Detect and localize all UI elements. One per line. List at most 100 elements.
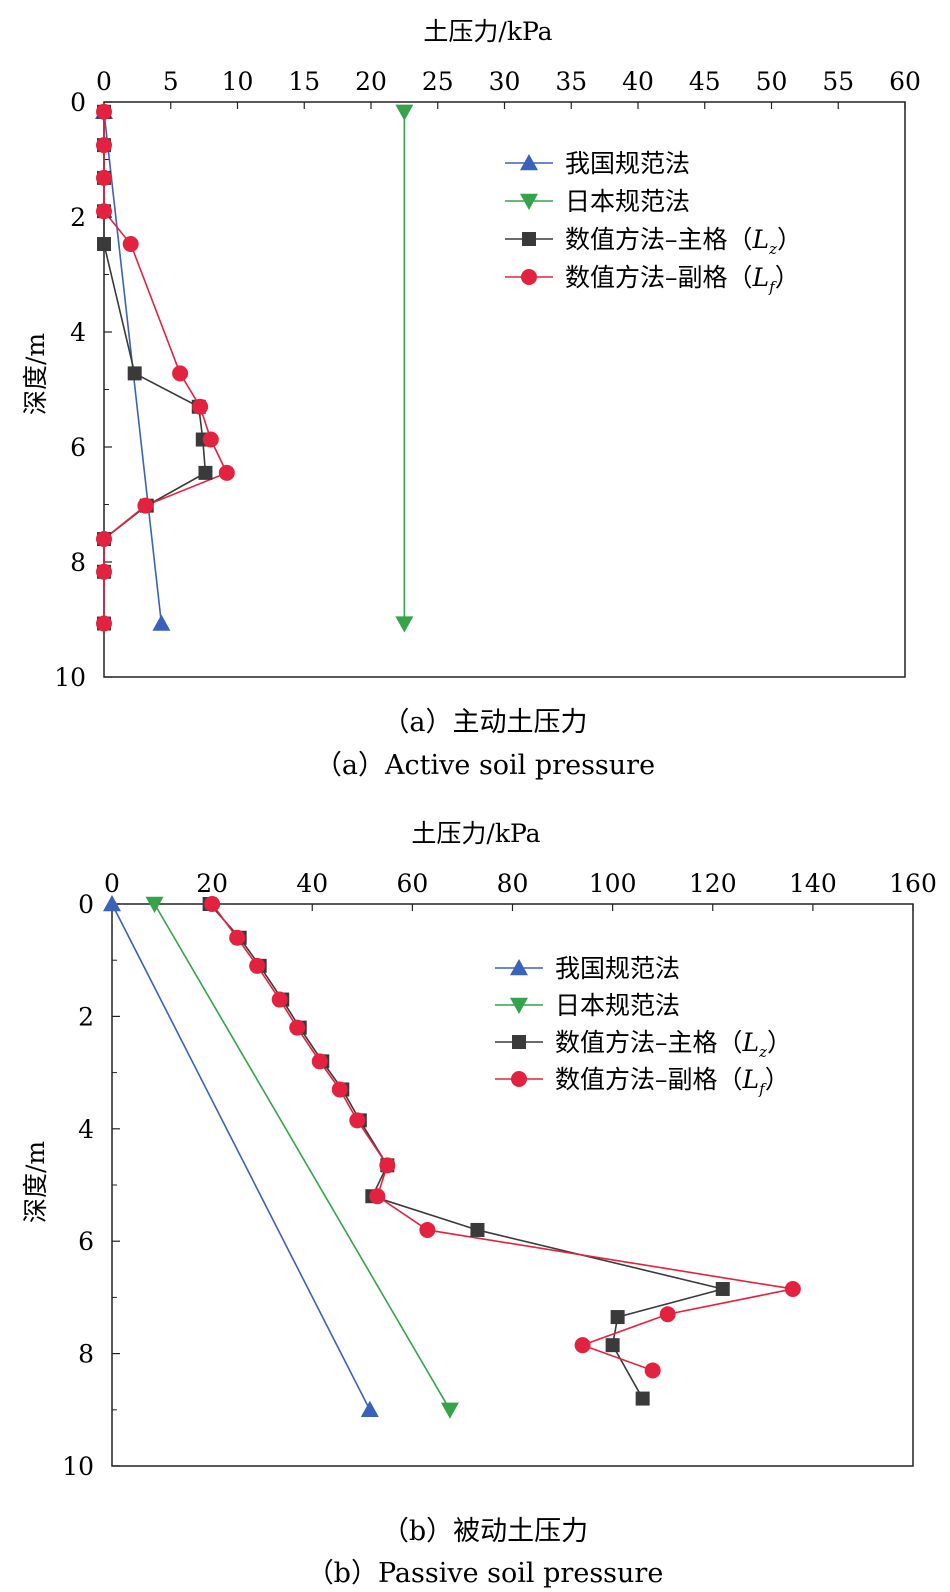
legend-marker xyxy=(521,269,537,285)
plot-frame-b xyxy=(111,903,914,1467)
chart-active: 土压力/kPa 深度/m 0 5 10 15 20 25 30 35 40 45 50 55 60 0 2… xyxy=(21,17,921,781)
data-point-num_aux xyxy=(419,1221,436,1238)
y-axis-title-a: 深度/m xyxy=(21,333,50,415)
legend-label: 日本规范法 xyxy=(555,991,680,1020)
x-tick-label: 120 xyxy=(689,869,737,898)
series-line-cn_code xyxy=(111,903,371,1411)
data-point-num_aux xyxy=(96,137,112,154)
legend-label: 数值方法–主格（Lz） xyxy=(565,225,802,258)
legend-label: 日本规范法 xyxy=(565,187,690,216)
x-tick-label: 45 xyxy=(689,67,721,96)
data-point-num_aux xyxy=(137,497,154,514)
x-tick-label: 60 xyxy=(889,67,921,96)
data-point-cn_code xyxy=(360,1400,379,1417)
data-point-cn_code xyxy=(103,895,121,912)
data-point-num_main xyxy=(605,1338,620,1353)
legend-marker xyxy=(520,154,538,171)
caption-cn-b: （b）被动土压力 xyxy=(382,1516,588,1547)
y-tick-label: 6 xyxy=(78,1227,94,1256)
x-tick-label: 140 xyxy=(789,869,837,898)
data-point-num_main xyxy=(715,1281,730,1296)
x-tick-label: 55 xyxy=(822,67,854,96)
x-tick-label: 25 xyxy=(422,67,454,96)
x-tick-label: 80 xyxy=(497,869,529,898)
data-point-num_aux xyxy=(271,991,288,1008)
data-point-num_aux xyxy=(96,531,112,547)
data-point-jp_code xyxy=(395,104,414,121)
data-point-jp_code xyxy=(395,616,414,633)
y-tick-label: 10 xyxy=(54,663,86,692)
data-point-num_aux xyxy=(218,464,235,481)
legend-label: 数值方法–主格（Lz） xyxy=(555,1028,792,1061)
x-tick-label: 5 xyxy=(163,67,179,96)
legend-label: 数值方法–副格（Lf） xyxy=(555,1065,790,1098)
series-line-num_aux xyxy=(103,111,228,624)
y-tick-label: 0 xyxy=(70,88,86,117)
data-point-jp_code xyxy=(440,1402,459,1419)
legend-label: 我国规范法 xyxy=(555,954,680,983)
legend-marker xyxy=(522,232,536,246)
x-axis-title-a: 土压力/kPa xyxy=(423,17,552,46)
data-point-num_aux xyxy=(202,431,219,448)
x-tick-label: 20 xyxy=(196,869,228,898)
legend-label: 我国规范法 xyxy=(565,149,690,178)
data-point-num_aux xyxy=(379,1157,396,1174)
data-point-num_aux xyxy=(96,203,112,220)
y-tick-label: 2 xyxy=(70,203,86,232)
legend-marker xyxy=(511,1071,527,1087)
minor-ticks-b xyxy=(112,959,117,1411)
data-point-num_aux xyxy=(96,615,112,632)
x-tick-label: 0 xyxy=(96,67,112,96)
x-ticks-a: 0 5 10 15 20 25 30 35 40 45 50 55 60 xyxy=(96,67,921,109)
y-tick-label: 8 xyxy=(70,548,86,577)
x-tick-label: 50 xyxy=(756,67,788,96)
data-point-num_aux xyxy=(574,1337,591,1354)
data-point-jp_code xyxy=(145,896,164,913)
chart-passive: 土压力/kPa 深度/m 0 20 40 60 80 100 120 140 160 0 2 4 6 8… xyxy=(21,819,937,1589)
y-ticks-b: 0 2 4 6 8 10 xyxy=(62,890,120,1481)
data-point-num_aux xyxy=(229,929,246,946)
x-tick-label: 40 xyxy=(622,67,654,96)
data-point-cn_code xyxy=(152,614,171,631)
data-point-num_main xyxy=(198,465,213,480)
y-tick-label: 4 xyxy=(70,318,86,347)
data-point-num_aux xyxy=(311,1053,328,1070)
x-tick-label: 10 xyxy=(222,67,254,96)
data-point-num_main xyxy=(610,1310,625,1325)
caption-en-b: （b）Passive soil pressure xyxy=(307,1558,664,1589)
series-a xyxy=(95,102,414,633)
y-tick-label: 2 xyxy=(78,1002,94,1031)
x-ticks-b: 0 20 40 60 80 100 120 140 160 xyxy=(104,869,937,911)
data-point-num_aux xyxy=(172,365,189,382)
data-point-num_main xyxy=(97,237,111,252)
data-point-num_aux xyxy=(122,236,139,253)
y-tick-label: 8 xyxy=(78,1340,94,1369)
legend-marker xyxy=(512,1035,526,1049)
y-ticks-a: 0 2 4 6 8 10 xyxy=(54,88,112,692)
data-point-num_aux xyxy=(369,1188,386,1205)
y-tick-label: 4 xyxy=(78,1115,94,1144)
x-tick-label: 160 xyxy=(889,869,937,898)
data-point-num_aux xyxy=(349,1112,366,1129)
caption-cn-a: （a）主动土压力 xyxy=(382,707,587,738)
series-b xyxy=(103,895,801,1419)
caption-en-a: （a）Active soil pressure xyxy=(315,750,655,781)
legend-label: 数值方法–副格（Lf） xyxy=(565,263,800,296)
data-point-num_aux xyxy=(204,896,221,912)
data-point-num_aux xyxy=(96,169,112,186)
data-point-num_main xyxy=(635,1391,650,1406)
data-point-num_aux xyxy=(331,1081,348,1098)
x-tick-label: 20 xyxy=(355,67,387,96)
data-point-num_aux xyxy=(644,1362,661,1379)
x-tick-label: 30 xyxy=(489,67,521,96)
data-point-num_main xyxy=(470,1222,485,1237)
data-point-num_aux xyxy=(249,957,266,974)
data-point-num_aux xyxy=(192,398,209,415)
data-point-num_aux xyxy=(659,1306,676,1323)
legend-marker xyxy=(510,997,528,1014)
plot-frame-a xyxy=(103,101,906,678)
series-line-jp_code xyxy=(153,903,451,1411)
